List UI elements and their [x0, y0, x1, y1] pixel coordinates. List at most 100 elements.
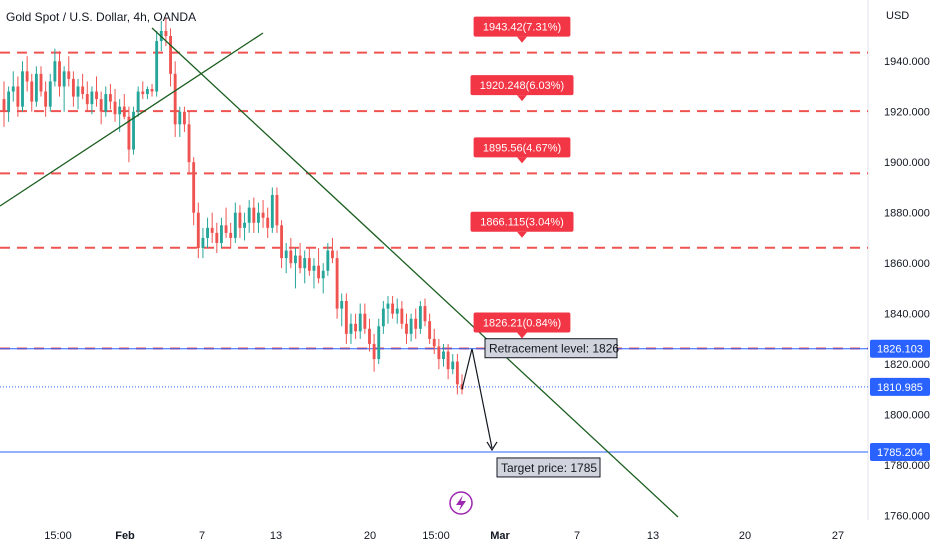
candle-body	[400, 308, 404, 324]
candle-body	[386, 303, 390, 309]
candle-body	[335, 258, 339, 309]
candle-body	[155, 41, 159, 92]
candle-body	[368, 328, 371, 344]
candle-body	[238, 212, 242, 228]
candle-body	[280, 225, 284, 259]
candle-body	[446, 351, 450, 370]
candle-body	[215, 232, 219, 243]
candle-body	[25, 71, 29, 82]
candle-body	[39, 73, 43, 92]
candle-body	[257, 212, 260, 223]
price-axis-badge-label: 1810.985	[877, 382, 923, 394]
candle-body	[220, 225, 223, 243]
level-badge-label: 1920.248(6.03%)	[480, 80, 564, 92]
candle-body	[275, 195, 279, 226]
candle-body	[113, 101, 117, 115]
candle-body	[247, 207, 251, 223]
x-tick-label: Feb	[115, 530, 135, 542]
level-badge	[473, 312, 571, 333]
candle-body	[210, 227, 214, 233]
y-tick-label: 1780.000	[884, 460, 930, 472]
candle-body	[127, 116, 131, 150]
candle-body	[169, 36, 172, 74]
symbol-title: Gold Spot / U.S. Dollar, 4h, OANDA	[6, 10, 197, 24]
candle-body	[67, 71, 71, 79]
x-tick-label: 20	[364, 530, 376, 542]
candle-body	[312, 265, 316, 271]
candle-body	[414, 318, 418, 329]
candle-body	[7, 91, 11, 112]
candle-body	[377, 326, 381, 360]
x-tick-label: 13	[270, 530, 282, 542]
bolt-icon	[449, 491, 473, 515]
candle-body	[405, 323, 408, 334]
candle-body	[118, 106, 122, 115]
price-axis-badge-label: 1826.103	[877, 344, 923, 356]
candle-body	[372, 343, 376, 360]
y-tick-label: 1900.000	[884, 157, 930, 169]
candle-body	[229, 232, 233, 238]
candle-body	[326, 250, 330, 271]
candle-body	[289, 250, 293, 264]
candle-body	[141, 91, 145, 95]
level-badge-pointer	[517, 157, 527, 164]
level-badge-pointer	[517, 95, 527, 102]
candle-body	[58, 61, 61, 87]
candle-body	[437, 346, 441, 360]
x-tick-label: 15:00	[422, 530, 450, 542]
x-tick-label: 7	[199, 530, 205, 542]
resistance-trendline	[151, 27, 679, 518]
candle-body	[16, 86, 20, 107]
candle-body	[270, 195, 274, 228]
candle-body	[432, 338, 436, 347]
candle-body	[233, 212, 237, 238]
price-axis-badge	[870, 377, 930, 396]
candle-body	[145, 89, 149, 95]
candle-body	[206, 227, 209, 238]
x-tick-label: 7	[574, 530, 580, 542]
level-badge-pointer	[517, 36, 527, 43]
projection-path	[461, 348, 493, 449]
candle-body	[201, 237, 205, 249]
candle-body	[71, 78, 75, 97]
candle-body	[81, 86, 85, 95]
candle-body	[294, 255, 297, 264]
x-tick-label: 20	[739, 530, 751, 542]
candle-body	[317, 265, 321, 279]
currency-label: USD	[886, 10, 910, 22]
candle-body	[418, 306, 422, 329]
price-axis-badge	[870, 339, 930, 358]
level-badge-label: 1826.21(0.84%)	[483, 317, 561, 329]
candle-body	[150, 89, 154, 92]
candle-body	[178, 111, 182, 125]
y-tick-label: 1840.000	[884, 309, 930, 321]
candle-body	[455, 361, 459, 385]
bolt-icon-glyph	[456, 495, 466, 511]
candle-body	[48, 81, 52, 107]
candle-body	[381, 308, 385, 327]
candle-body	[243, 222, 246, 228]
candle-body	[460, 384, 464, 390]
candle-body	[2, 99, 6, 112]
candle-body	[34, 73, 38, 102]
candle-body	[442, 351, 445, 360]
level-badge-label: 1943.42(7.31%)	[483, 22, 561, 34]
x-tick-label: Mar	[490, 530, 510, 542]
candle-body	[164, 30, 168, 36]
level-badge-label: 1895.56(4.67%)	[483, 142, 561, 154]
y-tick-label: 1860.000	[884, 258, 930, 270]
y-tick-label: 1760.000	[884, 511, 930, 523]
candle-body	[85, 94, 89, 105]
candle-body	[298, 255, 302, 269]
candle-body	[303, 258, 307, 269]
level-badge-label: 1866.115(3.04%)	[480, 217, 564, 229]
candle-body	[224, 225, 228, 233]
target-annotation-label: Target price: 1785	[501, 461, 597, 475]
candle-body	[284, 250, 288, 259]
candle-body	[354, 323, 358, 332]
candle-body	[53, 61, 57, 82]
candle-body	[395, 308, 399, 314]
candle-body	[173, 73, 177, 125]
